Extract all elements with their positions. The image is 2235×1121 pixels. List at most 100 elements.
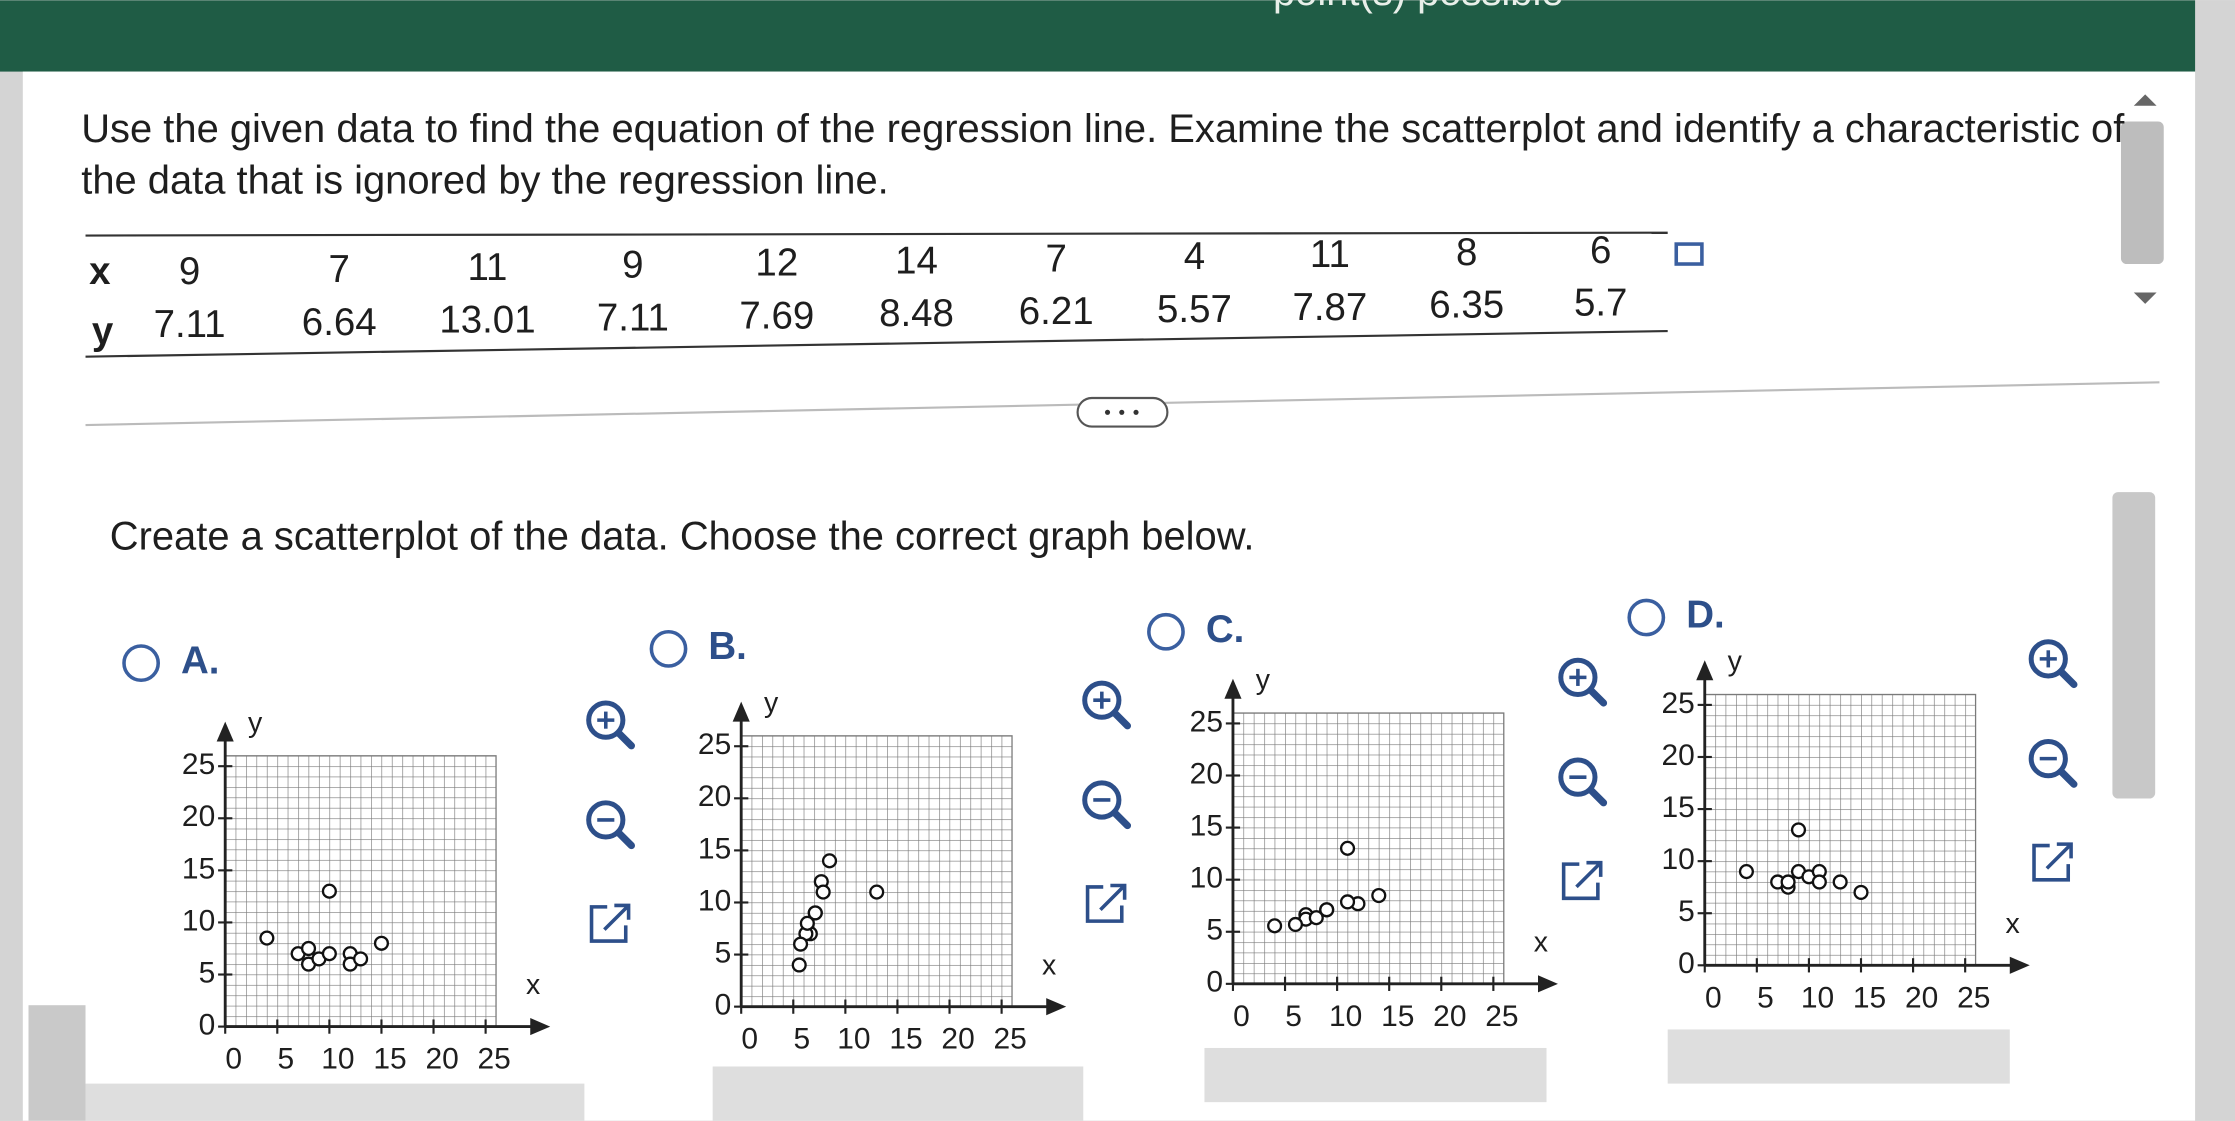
zoom-in[interactable]	[1082, 680, 1132, 730]
point	[1339, 840, 1356, 856]
y-tick-label: 10	[1190, 862, 1223, 895]
y-tick-label: 20	[182, 800, 215, 833]
open-new[interactable]	[1561, 860, 1603, 901]
dot	[1133, 409, 1139, 415]
table-cell: 7.11	[154, 303, 226, 346]
point	[1738, 864, 1754, 880]
point	[1267, 918, 1283, 934]
y-tick-label: 15	[1190, 810, 1223, 843]
radio-button[interactable]	[1147, 612, 1185, 651]
table-cell: 5.7	[1574, 282, 1627, 325]
table-cell: 14	[895, 239, 938, 282]
icon-box[interactable]	[589, 905, 628, 943]
zoom-out[interactable]	[2028, 739, 2078, 788]
icon-box[interactable]	[2032, 843, 2071, 882]
grid	[1232, 712, 1505, 985]
table-cell: 6	[1590, 229, 1611, 272]
y-axis-label: y	[248, 707, 263, 739]
zoom-out[interactable]	[1082, 780, 1132, 830]
scroll-down[interactable]	[2133, 292, 2157, 304]
icon-arrow[interactable]	[2045, 842, 2073, 870]
icon-handle[interactable]	[1587, 686, 1608, 707]
radio-button[interactable]	[649, 629, 688, 668]
radio-button[interactable]	[122, 644, 160, 683]
x-tick-label: 10	[321, 1043, 354, 1076]
h-scroll[interactable]	[85, 1083, 585, 1121]
h-scroll[interactable]	[712, 1066, 1084, 1121]
icon-box[interactable]	[1561, 862, 1600, 901]
question-line: the data that is ignored by the regressi…	[81, 158, 889, 202]
option-label: B.	[708, 625, 746, 668]
icon-lens[interactable]	[2028, 739, 2068, 779]
option[interactable]: C. x y 0 5 10 15 20 25 0 5 10 15 20 25	[1147, 608, 1558, 1033]
point	[1339, 894, 1356, 910]
x-tick-label: 25	[1485, 1000, 1518, 1033]
copy-icon[interactable]	[1674, 242, 1704, 266]
icon-handle[interactable]	[2057, 767, 2078, 788]
x-tick-label: 5	[278, 1043, 295, 1076]
option[interactable]: D. x y 0 5 10 15 20 25 0 5 10 15 20 25	[1627, 594, 2030, 1015]
x-tick-label: 15	[1381, 1000, 1414, 1033]
x-tick-label: 15	[1853, 981, 1886, 1014]
y-tick-label: 0	[715, 989, 732, 1022]
table-cell: 9	[179, 250, 200, 293]
table-rule	[85, 329, 1668, 358]
dot	[1104, 409, 1111, 415]
header-status: point(s) possible	[1273, 0, 1564, 14]
x-axis-label: x	[1534, 926, 1548, 958]
icon-handle[interactable]	[1111, 809, 1132, 830]
table-cell: 7.87	[1292, 286, 1367, 329]
table-cell: 11	[1310, 233, 1350, 276]
zoom-out[interactable]	[1558, 757, 1608, 807]
open-new[interactable]	[1085, 883, 1127, 923]
point	[1780, 874, 1796, 890]
scroll-up[interactable]	[2133, 94, 2157, 106]
icon-box[interactable]	[1085, 885, 1124, 923]
zoom-in[interactable]	[1558, 657, 1608, 707]
dot	[1119, 409, 1125, 415]
table-cell: 7	[329, 248, 350, 291]
y-axis-label: y	[1256, 664, 1271, 696]
zoom-out[interactable]	[586, 800, 636, 850]
y-tick-label: 0	[1678, 947, 1695, 980]
icon-handle[interactable]	[1587, 786, 1608, 807]
x-tick-label: 5	[1285, 1000, 1302, 1033]
zoom-in[interactable]	[586, 700, 636, 750]
icon-arrow[interactable]	[1099, 883, 1127, 911]
row-label: x	[89, 250, 111, 293]
open-new[interactable]	[2032, 842, 2073, 882]
y-tick-label: 15	[698, 832, 731, 865]
icon-handle[interactable]	[2057, 668, 2078, 689]
icon-lens[interactable]	[1082, 780, 1122, 820]
y-tick-label: 20	[1661, 739, 1694, 772]
icon-handle[interactable]	[1111, 709, 1132, 730]
table-cell: 5.57	[1157, 288, 1232, 331]
y-tick-label: 0	[1206, 966, 1223, 999]
radio-button[interactable]	[1627, 598, 1666, 637]
zoom-in[interactable]	[2028, 639, 2078, 689]
y-tick-label: 25	[698, 728, 731, 761]
scrollbar-thumb[interactable]	[2120, 121, 2164, 265]
table-cell: 7.69	[739, 294, 814, 337]
icon-handle[interactable]	[615, 829, 636, 850]
icon-lens[interactable]	[586, 800, 626, 840]
h-scroll[interactable]	[1667, 1029, 2010, 1084]
option[interactable]: B. x y 0 5 10 15 20 25 0 5 10 15 20 25	[649, 625, 1067, 1056]
icon-arrow[interactable]	[603, 903, 631, 931]
option[interactable]: A. x y 0 5 10 15 20 25 0 5 10 15 20 25	[122, 639, 551, 1076]
icon-lens[interactable]	[1558, 757, 1598, 797]
data-table: xy 9 7.11 7 6.64 11 13.01 9 7.11 12 7.69 14 8.48 7 6.2…	[89, 229, 1627, 353]
y-axis-label: y	[1728, 646, 1743, 678]
side-bar	[28, 1005, 86, 1121]
x-axis-label: x	[526, 969, 540, 1001]
icon-handle[interactable]	[615, 729, 636, 750]
h-scroll[interactable]	[1204, 1047, 1547, 1103]
icon-arrow[interactable]	[1575, 860, 1603, 889]
y-tick-label: 25	[1661, 687, 1694, 720]
table-cell: 6.21	[1019, 290, 1094, 333]
scrollbar-thumb-2[interactable]	[2112, 492, 2156, 799]
x-tick-label: 15	[889, 1023, 922, 1056]
open-new[interactable]	[589, 903, 631, 943]
header-bar	[0, 0, 2196, 72]
